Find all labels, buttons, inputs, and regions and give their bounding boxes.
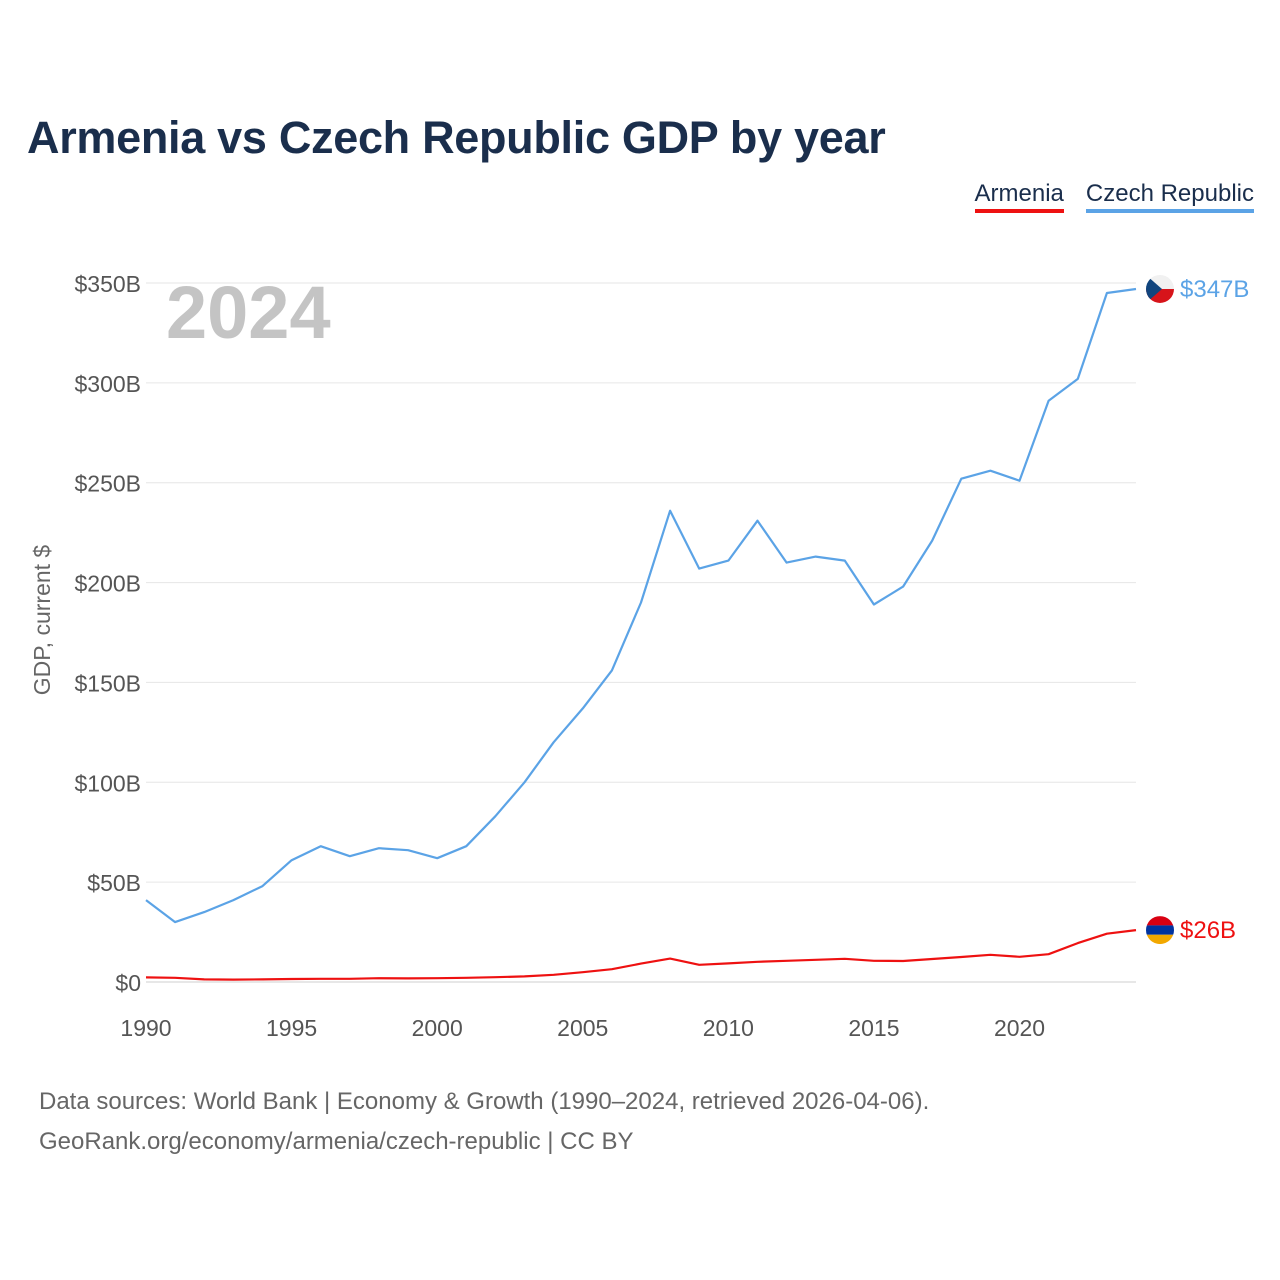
year-label: 2024 [166,271,331,354]
flag-stripe-red [1146,916,1174,926]
y-tick-label: $0 [115,970,141,996]
y-tick-label: $200B [74,571,141,597]
x-tick-label: 2015 [848,1015,899,1041]
flag-blue-triangle [1146,274,1162,303]
source-line-1: Data sources: World Bank | Economy & Gro… [39,1088,930,1115]
series-line-armenia [145,929,1137,981]
x-tick-label: 1995 [266,1015,317,1041]
end-value-label: $347B [1180,276,1249,303]
y-tick-label: $150B [74,670,141,696]
flag-stripe-blue [1146,925,1174,935]
flag-stripe-orange [1146,934,1174,945]
y-tick-label: $50B [87,870,141,896]
armenia-flag-icon [1146,916,1174,945]
y-axis-label: GDP, current $ [29,545,55,696]
czech-flag-icon [1146,274,1174,303]
x-tick-label: 2000 [412,1015,463,1041]
legend-armenia[interactable]: Armenia [974,180,1064,213]
x-tick-label: 1990 [120,1015,171,1041]
legend-czech-republic[interactable]: Czech Republic [1085,180,1254,213]
chart-title: Armenia vs Czech Republic GDP by year [27,112,886,163]
legend: Armenia Czech Republic [974,180,1254,213]
end-value-label: $26B [1180,917,1236,944]
y-tick-label: $300B [74,371,141,397]
source-line-2: GeoRank.org/economy/armenia/czech-republ… [39,1128,634,1155]
line-chart: $0 $50B $100B $150B $200B $250B $300B $350B 1990… [29,271,1249,1041]
y-tick-label: $100B [74,770,141,796]
x-tick-label: 2010 [703,1015,754,1041]
x-tick-label: 2005 [557,1015,608,1041]
series-line-czech-republic [145,287,1137,924]
data-source: Data sources: World Bank | Economy & Gro… [39,1082,929,1162]
y-tick-label: $350B [74,271,141,297]
x-tick-label: 2020 [994,1015,1045,1041]
y-tick-label: $250B [74,471,141,497]
